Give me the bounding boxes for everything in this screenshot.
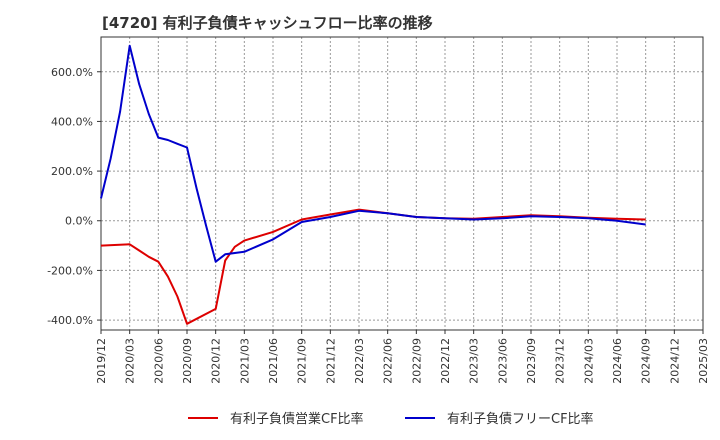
legend: 有利子負債営業CF比率 有利子負債フリーCF比率	[188, 411, 594, 427]
grid-lines	[101, 37, 703, 330]
series-line-2	[100, 44, 646, 263]
x-tick-label: 2024/09	[640, 338, 653, 384]
plot-frame	[100, 36, 704, 331]
x-tick-label: 2021/03	[238, 338, 251, 384]
y-tick-label: -400.0%	[47, 314, 93, 327]
x-tick-label: 2023/03	[468, 338, 481, 384]
x-tick-label: 2024/03	[582, 338, 595, 384]
x-tick-label: 2023/06	[496, 338, 509, 384]
x-tick-label: 2021/12	[324, 338, 337, 384]
x-tick-label: 2023/12	[554, 338, 567, 384]
series-line-1	[100, 208, 646, 325]
series-layer	[100, 44, 646, 325]
x-tick-label: 2022/06	[382, 338, 395, 384]
x-tick-label: 2024/06	[611, 338, 624, 384]
x-tick-label: 2020/09	[181, 338, 194, 384]
x-tick-label: 2019/12	[95, 338, 108, 384]
x-tick-label: 2021/06	[267, 338, 280, 384]
y-tick-label: 600.0%	[51, 66, 93, 79]
legend-label-1: 有利子負債営業CF比率	[230, 411, 364, 427]
x-tick-label: 2020/06	[152, 338, 165, 384]
x-tick-label: 2020/12	[210, 338, 223, 384]
x-tick-label: 2022/12	[439, 338, 452, 384]
y-tick-label: 0.0%	[65, 215, 93, 228]
y-axis: 600.0% 400.0% 200.0% 0.0% -200.0% -400.0%	[47, 66, 101, 327]
y-tick-label: 200.0%	[51, 165, 93, 178]
x-tick-label: 2025/03	[697, 338, 710, 384]
x-tick-label: 2022/09	[410, 338, 423, 384]
y-tick-label: -200.0%	[47, 264, 93, 277]
x-axis: 2019/12 2020/03 2020/06 2020/09 2020/12 2021/…	[95, 330, 710, 384]
x-tick-label: 2020/03	[124, 338, 137, 384]
x-tick-label: 2022/03	[353, 338, 366, 384]
x-tick-label: 2021/09	[296, 338, 309, 384]
chart-title: [4720] 有利子負債キャッシュフロー比率の推移	[102, 14, 433, 32]
y-tick-label: 400.0%	[51, 115, 93, 128]
legend-label-2: 有利子負債フリーCF比率	[447, 411, 594, 427]
x-tick-label: 2024/12	[668, 338, 681, 384]
x-tick-label: 2023/09	[525, 338, 538, 384]
